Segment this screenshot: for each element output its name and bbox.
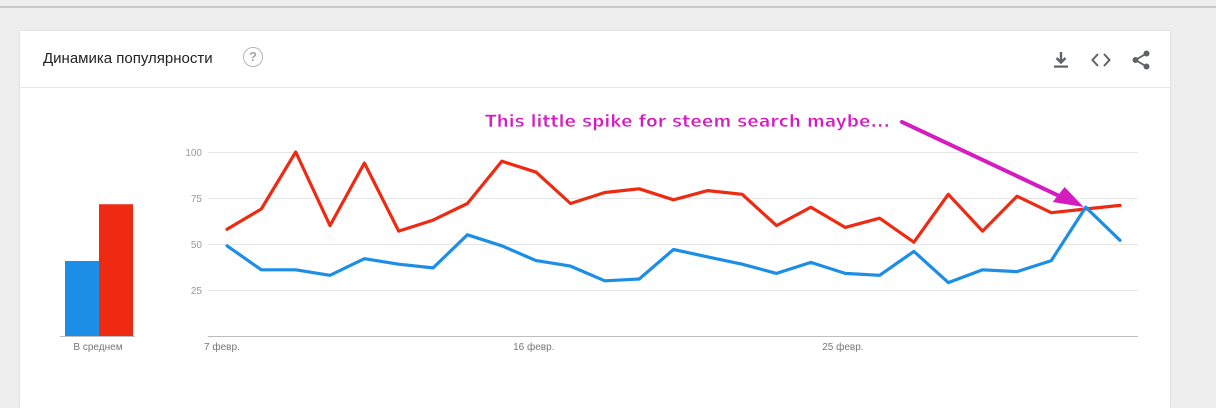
chart-area: В среднем 25 50 75 100 7 февр. 16 февр. 25 февр…: [60, 112, 1138, 353]
y-tick-label-50: 50: [191, 240, 203, 251]
card-header: Динамика популярности ?: [20, 31, 1170, 88]
x-tick-label: 16 февр.: [513, 341, 554, 353]
average-bar-0: [65, 260, 99, 336]
top-divider: [0, 6, 1216, 8]
y-tick-label-75: 75: [191, 194, 203, 205]
y-tick-label-25: 25: [191, 286, 203, 297]
y-tick-label-100: 100: [185, 148, 202, 159]
series-line-1: [225, 205, 1122, 285]
download-icon[interactable]: [1050, 49, 1072, 71]
x-tick-label: 7 февр.: [204, 341, 240, 353]
help-icon[interactable]: ?: [243, 47, 263, 67]
annotation-text: This little spike for steem search maybe…: [485, 112, 890, 132]
embed-icon[interactable]: [1090, 49, 1112, 71]
annotation-arrow-shaft: [900, 120, 1066, 201]
annotation-arrow-head: [1052, 187, 1084, 208]
series-line-0: [225, 150, 1122, 244]
interest-over-time-card: Динамика популярности ? В среднем 25 50 75 1…: [20, 31, 1170, 408]
card-title: Динамика популярности: [43, 50, 213, 67]
x-tick-label: 25 февр.: [822, 341, 863, 353]
average-bar-1: [99, 204, 133, 336]
average-label: В среднем: [73, 342, 122, 353]
share-icon[interactable]: [1130, 49, 1152, 71]
